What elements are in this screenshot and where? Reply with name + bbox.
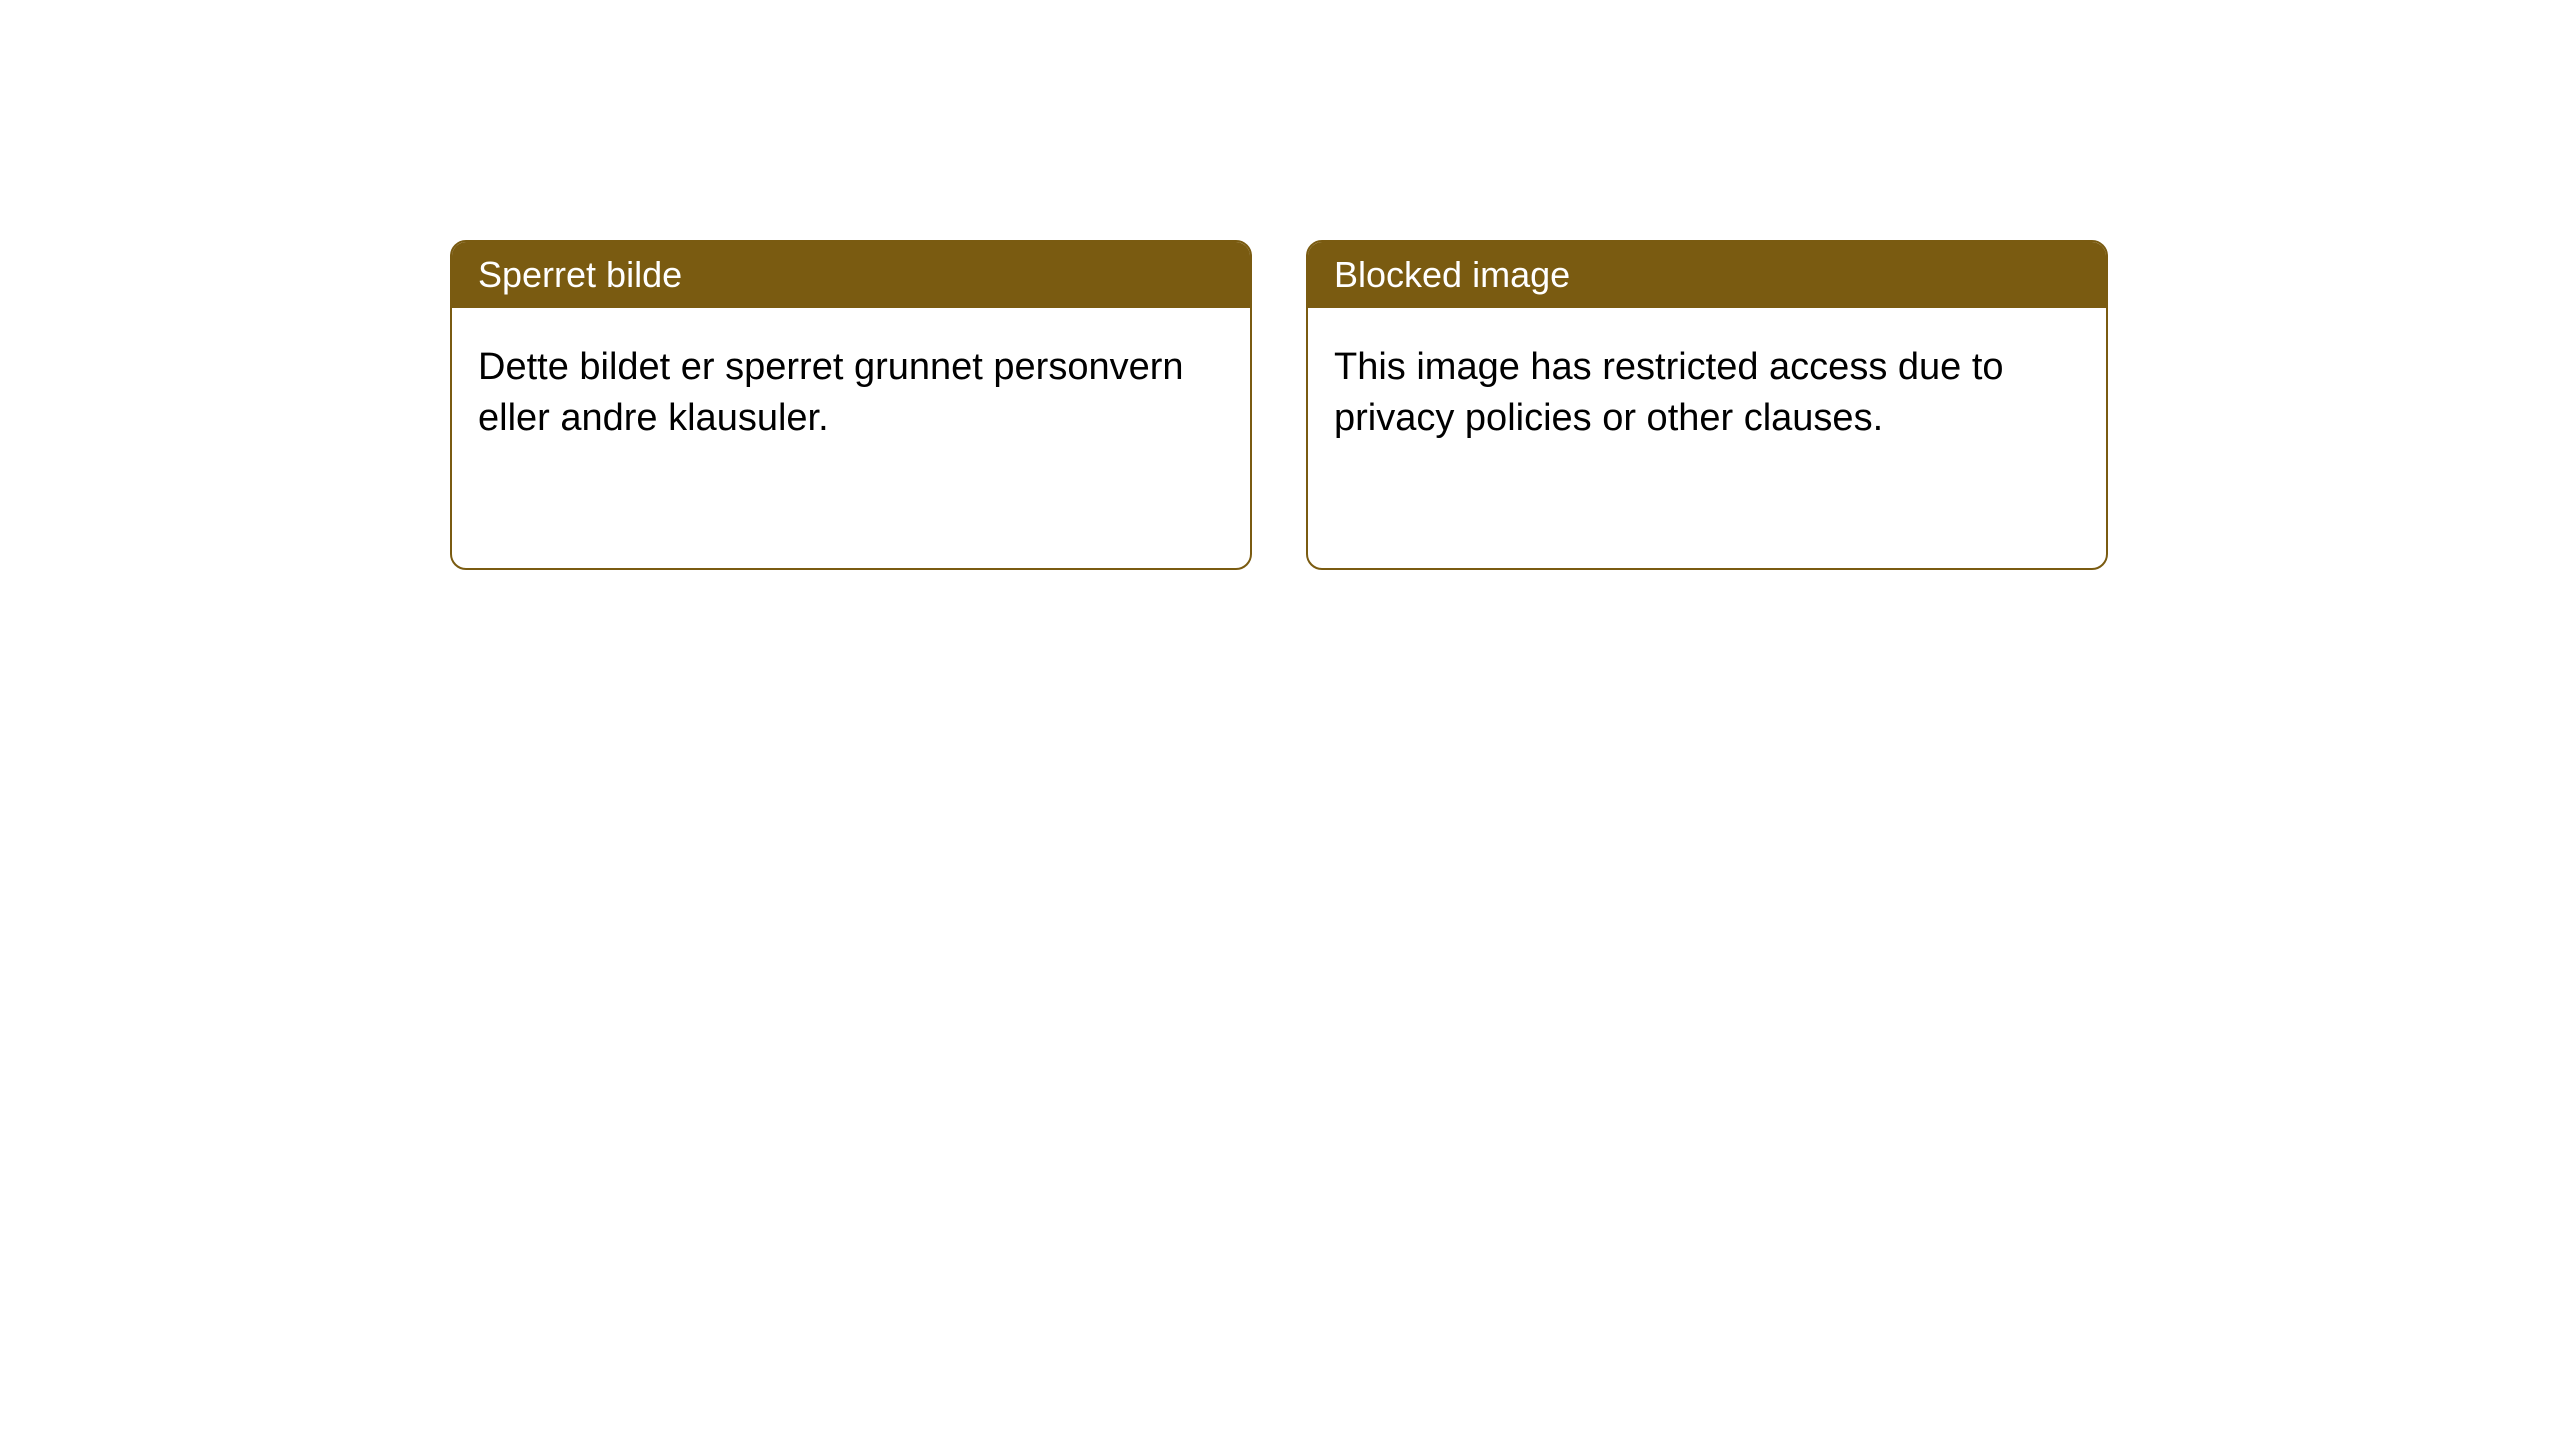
notice-header: Sperret bilde	[452, 242, 1250, 308]
notice-body: This image has restricted access due to …	[1308, 308, 2106, 568]
notice-header: Blocked image	[1308, 242, 2106, 308]
notice-container: Sperret bilde Dette bildet er sperret gr…	[450, 240, 2108, 570]
notice-card-norwegian: Sperret bilde Dette bildet er sperret gr…	[450, 240, 1252, 570]
notice-body-text: This image has restricted access due to …	[1334, 346, 2004, 439]
notice-body-text: Dette bildet er sperret grunnet personve…	[478, 346, 1184, 439]
notice-card-english: Blocked image This image has restricted …	[1306, 240, 2108, 570]
notice-title: Blocked image	[1334, 254, 1570, 295]
notice-body: Dette bildet er sperret grunnet personve…	[452, 308, 1250, 568]
notice-title: Sperret bilde	[478, 254, 682, 295]
